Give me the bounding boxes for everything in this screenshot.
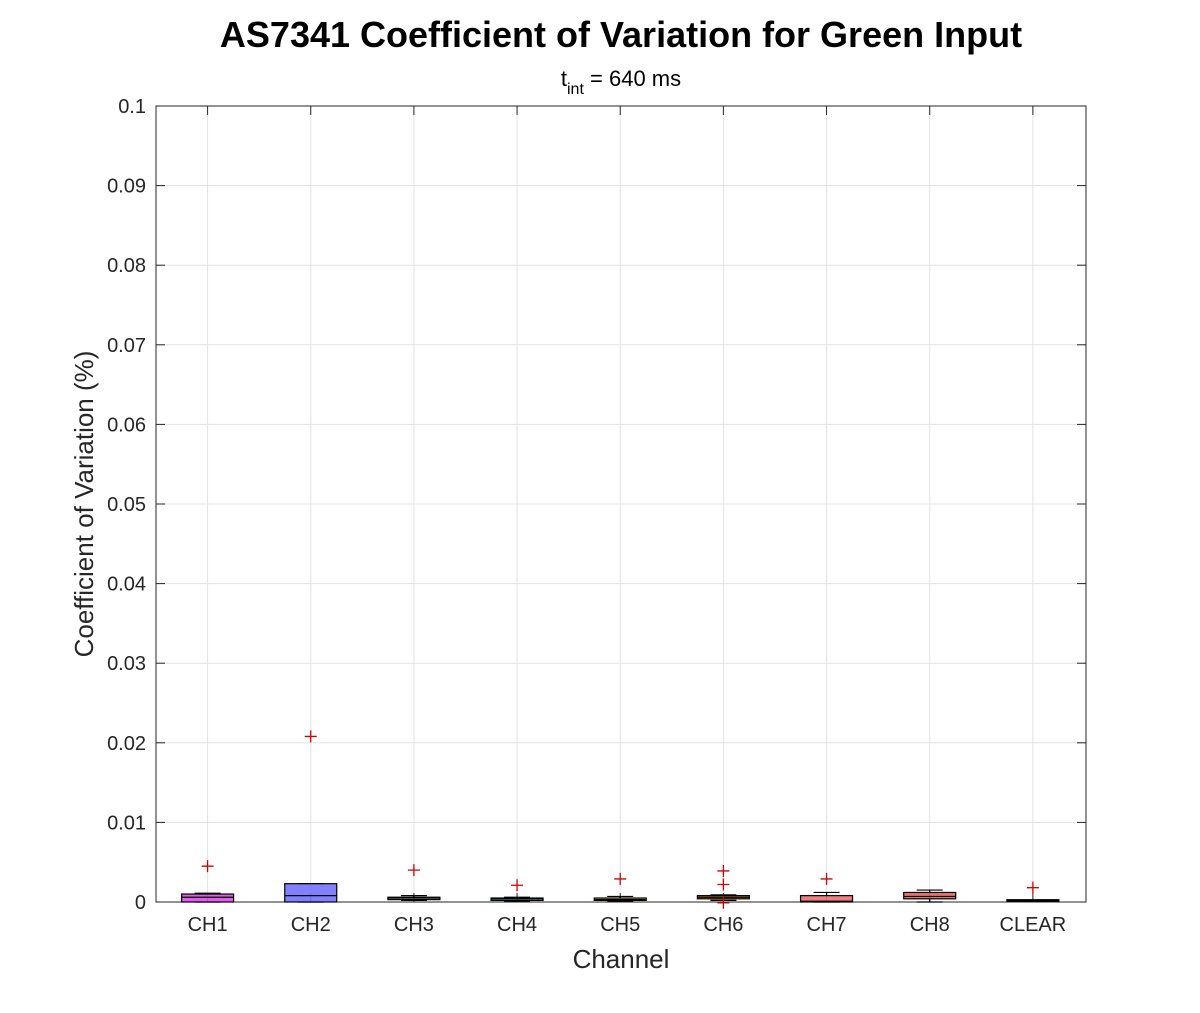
- x-tick-label: CH5: [600, 914, 640, 936]
- box-ch7: [799, 872, 854, 903]
- box-ch3: [387, 864, 441, 902]
- box-iqr: [180, 893, 235, 903]
- box-iqr: [284, 883, 338, 903]
- box-ch2: [284, 730, 338, 903]
- y-tick-label: 0.02: [107, 733, 146, 755]
- subtitle-base: t: [561, 66, 567, 91]
- box-ch6: [696, 864, 750, 909]
- box-series: [180, 730, 1060, 909]
- y-tick-label: 0: [135, 892, 146, 914]
- box-clear: [1006, 881, 1060, 902]
- outlier-marker: [717, 878, 730, 891]
- outlier-marker: [717, 864, 730, 877]
- chart-subtitle: tint = 640 ms: [561, 66, 681, 98]
- outlier-marker: [820, 872, 833, 885]
- box-iqr: [903, 891, 957, 900]
- x-tick-label: CH2: [291, 914, 331, 936]
- y-tick-label: 0.06: [107, 414, 146, 436]
- outlier-marker: [717, 896, 730, 909]
- x-tick-label: CH8: [910, 914, 950, 936]
- y-tick-label: 0.09: [107, 176, 146, 198]
- x-tick-label: CH4: [497, 914, 537, 936]
- box-iqr: [799, 895, 854, 903]
- y-tick-labels: 0 0.01 0.02 0.03 0.04 0.05 0.06 0.07 0.08 0.09 0.1: [107, 96, 146, 914]
- subtitle-subscript: int: [567, 81, 584, 98]
- subtitle-rest: = 640 ms: [584, 66, 681, 91]
- x-tick-label: CH1: [188, 914, 228, 936]
- box-ch5: [593, 872, 647, 902]
- y-tick-label: 0.03: [107, 653, 146, 675]
- y-tick-label: 0.04: [107, 574, 146, 596]
- box-ch1: [180, 860, 235, 903]
- outlier-marker: [304, 730, 317, 743]
- outlier-marker: [201, 860, 214, 873]
- axis-ticks: [156, 105, 1086, 903]
- box-ch4: [490, 879, 544, 902]
- outlier-marker: [1026, 881, 1039, 894]
- box-ch8: [903, 889, 957, 903]
- y-tick-label: 0.1: [118, 96, 146, 118]
- x-tick-label: CLEAR: [1000, 914, 1067, 936]
- x-axis-label: Channel: [573, 944, 670, 974]
- x-tick-label: CH6: [703, 914, 743, 936]
- y-axis-label: Coefficient of Variation (%): [69, 351, 99, 658]
- x-tick-label: CH3: [394, 914, 434, 936]
- grid-lines: [156, 105, 1086, 903]
- y-tick-label: 0.01: [107, 812, 146, 834]
- y-tick-label: 0.05: [107, 494, 146, 516]
- x-tick-labels: CH1 CH2 CH3 CH4 CH5 CH6 CH7 CH8 CLEAR: [188, 914, 1067, 936]
- y-tick-label: 0.07: [107, 335, 146, 357]
- x-tick-label: CH7: [807, 914, 847, 936]
- outlier-marker: [511, 879, 524, 892]
- outlier-marker: [407, 864, 420, 877]
- chart-title: AS7341 Coefficient of Variation for Gree…: [220, 14, 1022, 55]
- y-tick-label: 0.08: [107, 255, 146, 277]
- outlier-marker: [614, 872, 627, 885]
